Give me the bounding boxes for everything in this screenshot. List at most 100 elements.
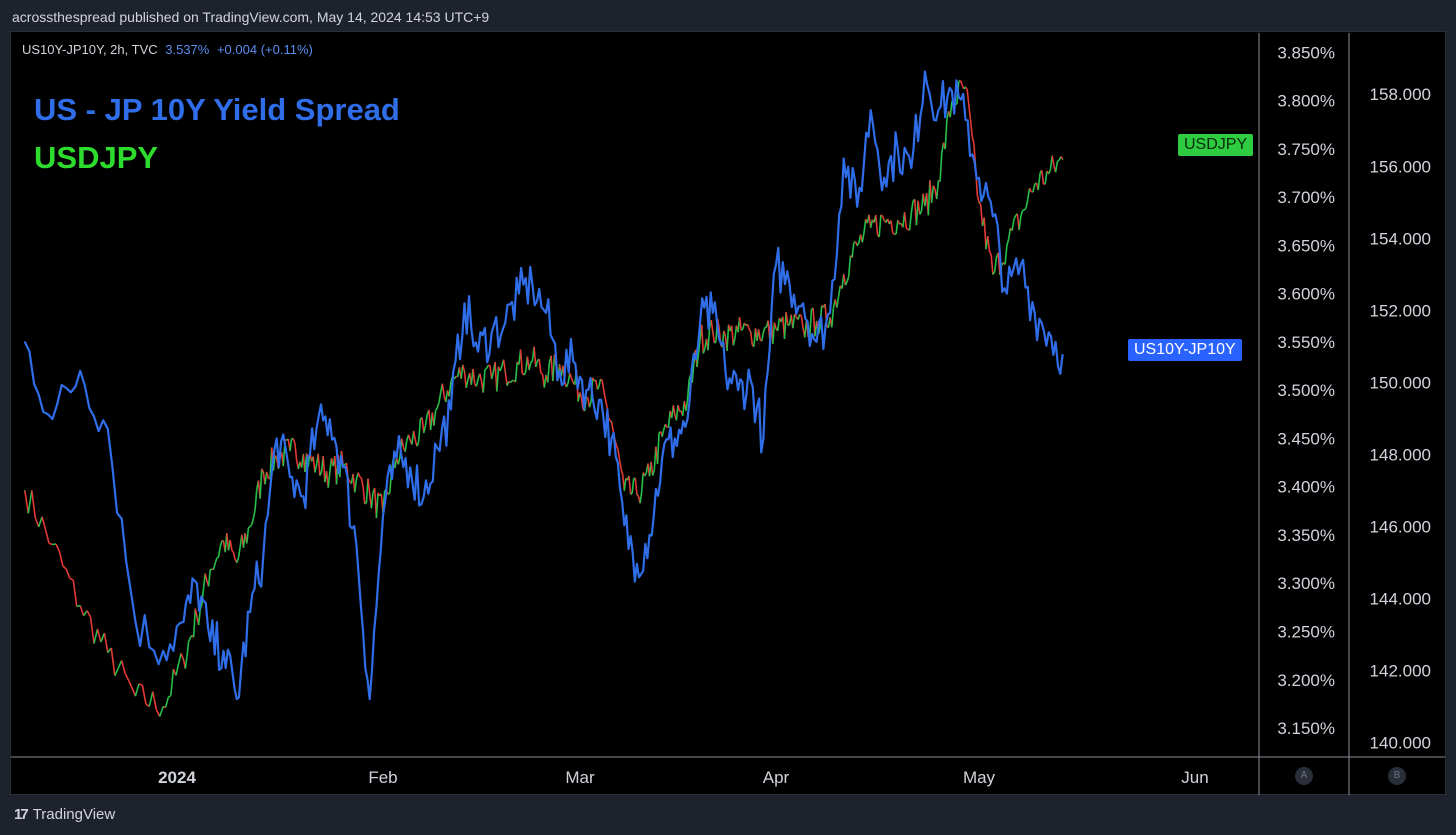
- spread-point: [951, 90, 953, 92]
- usdjpy-segment: [404, 440, 408, 452]
- spread-point: [382, 514, 384, 517]
- usdjpy-segment: [117, 660, 123, 669]
- usdjpy-segment: [773, 322, 777, 329]
- usdjpy-segment: [216, 556, 219, 559]
- usdjpy-point: [572, 381, 574, 383]
- usdjpy-series: [24, 79, 1064, 717]
- usdjpy-segment: [34, 517, 40, 528]
- usdjpy-segment: [41, 516, 47, 531]
- usdjpy-segment: [899, 222, 902, 225]
- usdjpy-segment: [546, 362, 551, 383]
- tradingview-logo[interactable]: 17 TradingView: [14, 806, 115, 823]
- usdjpy-segment: [1040, 169, 1045, 185]
- time-axis-tick: Jun: [1181, 768, 1208, 787]
- spread-point: [775, 263, 777, 266]
- usdjpy-segment: [289, 438, 293, 451]
- usdjpy-segment: [438, 392, 442, 403]
- usdjpy-segment: [463, 371, 467, 388]
- usdjpy-segment: [114, 667, 119, 676]
- spread-point: [249, 611, 251, 613]
- usdjpy-segment: [354, 479, 358, 493]
- usdjpy-point: [249, 525, 251, 528]
- usdjpy-segment: [897, 219, 901, 225]
- usdjpy-point: [276, 457, 278, 459]
- usdjpy-point: [369, 493, 371, 495]
- spread-point: [558, 370, 561, 372]
- chart-title: US - JP 10Y Yield Spread: [34, 92, 400, 127]
- usdjpy-segment: [630, 492, 633, 495]
- usdjpy-segment: [740, 328, 744, 332]
- usdjpy-point: [856, 244, 858, 247]
- spread-point: [1061, 353, 1064, 356]
- usdjpy-segment: [110, 647, 116, 676]
- usdjpy-segment: [294, 443, 298, 460]
- usdjpy-segment: [314, 465, 318, 473]
- spread-axis-tick: 3.350%: [1277, 526, 1335, 545]
- spread-axis-tick: 3.750%: [1277, 140, 1335, 159]
- usdjpy-segment: [412, 430, 417, 440]
- usdjpy-segment: [1027, 188, 1031, 200]
- spread-point: [107, 428, 109, 430]
- usdjpy-segment: [602, 389, 607, 399]
- usdjpy-point: [648, 475, 651, 477]
- usdjpy-segment: [1037, 173, 1041, 190]
- usdjpy-segment: [1032, 184, 1036, 193]
- usdjpy-segment: [103, 632, 109, 653]
- spread-axis-tick: 3.650%: [1277, 236, 1335, 255]
- usdjpy-segment: [504, 371, 508, 386]
- usdjpy-segment: [785, 311, 789, 326]
- usdjpy-point: [409, 439, 411, 441]
- usdjpy-segment: [570, 377, 574, 383]
- spread-point: [829, 312, 831, 314]
- usdjpy-segment: [761, 331, 765, 342]
- usdjpy-segment: [661, 429, 665, 437]
- usdjpy-segment: [272, 455, 276, 471]
- usdjpy-axis-tick: 146.000: [1370, 518, 1431, 537]
- chart-subtitle: USDJPY: [34, 140, 159, 175]
- usdjpy-point: [1048, 172, 1050, 175]
- spread-point: [24, 341, 26, 343]
- usdjpy-point: [883, 219, 885, 221]
- usdjpy-segment: [723, 330, 727, 336]
- legend-value: 3.537%: [165, 42, 210, 57]
- spread-point: [964, 119, 967, 121]
- auto-scale-left-button[interactable]: A: [1295, 767, 1313, 785]
- usdjpy-segment: [152, 691, 158, 710]
- spread-point: [182, 621, 185, 623]
- usdjpy-segment: [535, 360, 539, 368]
- usdjpy-segment: [634, 478, 638, 495]
- usdjpy-point: [737, 331, 739, 333]
- spread-point: [423, 495, 425, 498]
- usdjpy-segment: [1022, 209, 1025, 212]
- spread-point: [368, 698, 371, 700]
- spread-point: [937, 109, 940, 111]
- usdjpy-segment: [86, 610, 92, 618]
- usdjpy-segment: [675, 405, 679, 421]
- auto-scale-right-button[interactable]: B: [1388, 767, 1406, 785]
- usdjpy-segment: [993, 257, 998, 272]
- usdjpy-segment: [949, 101, 953, 118]
- usdjpy-segment: [869, 219, 874, 228]
- chart-frame[interactable]: [10, 31, 1446, 795]
- usdjpy-segment: [214, 557, 218, 564]
- usdjpy-segment: [615, 445, 619, 450]
- usdjpy-point: [762, 331, 765, 333]
- usdjpy-segment: [1011, 219, 1015, 231]
- usdjpy-point: [107, 651, 109, 654]
- usdjpy-segment: [523, 371, 527, 376]
- symbol-legend[interactable]: US10Y-JP10Y, 2h, TVC 3.537% +0.004 (+0.1…: [22, 42, 313, 57]
- usdjpy-segment: [988, 250, 992, 256]
- usdjpy-point: [329, 471, 331, 473]
- usdjpy-segment: [656, 432, 660, 465]
- spread-point: [623, 524, 626, 527]
- usdjpy-segment: [640, 472, 644, 493]
- spread-point: [762, 437, 765, 440]
- usdjpy-segment: [254, 489, 258, 510]
- usdjpy-segment: [776, 317, 781, 332]
- usdjpy-segment: [514, 361, 518, 383]
- usdjpy-segment: [714, 341, 717, 344]
- usdjpy-segment: [971, 136, 975, 144]
- usdjpy-point: [504, 371, 506, 373]
- spread-point: [162, 650, 164, 652]
